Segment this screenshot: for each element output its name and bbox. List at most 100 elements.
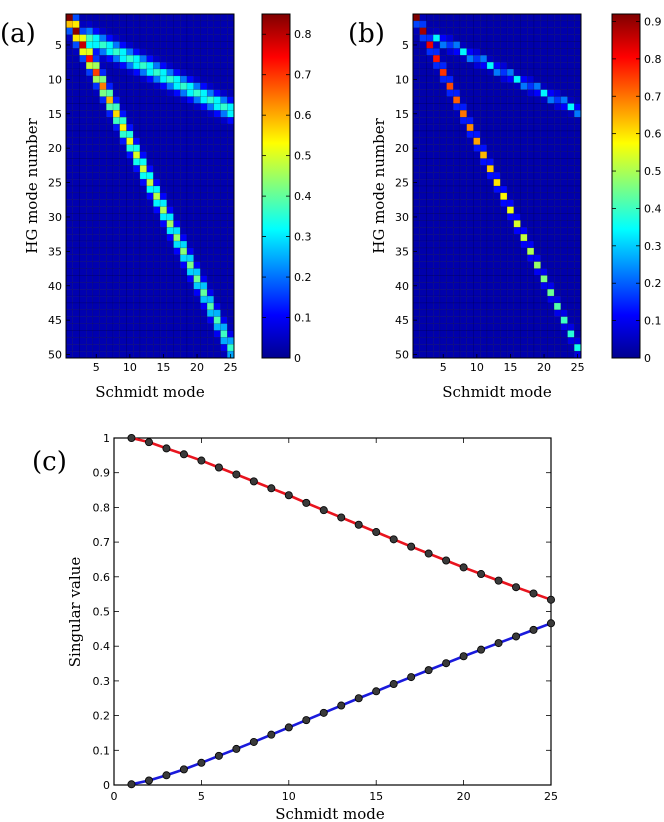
heatmap-cell [533,158,541,166]
heatmap-cell [99,206,107,214]
heatmap-cell [533,48,541,56]
heatmap-cell [85,13,94,22]
heatmap-cell [139,323,147,331]
heatmap-cell [466,350,474,359]
heatmap-cell [193,130,201,139]
heatmap-cell [560,261,568,269]
heatmap-cell [446,123,454,132]
heatmap-cell [180,123,188,132]
heatmap-cell [480,82,488,90]
heatmap-cell [92,323,100,331]
heatmap-cell [206,261,215,269]
heatmap-cell [412,20,420,29]
heatmap-cell [79,323,87,331]
heatmap-cell [193,282,201,290]
heatmap-cell [72,302,80,311]
heatmap-cell [439,247,447,256]
heatmap-cell [106,206,114,214]
heatmap-cell [106,302,114,311]
heatmap-cell [432,350,441,359]
heatmap-cell [533,34,541,42]
heatmap-cell [513,178,521,187]
heatmap-cell [227,282,235,290]
heatmap-cell [193,227,201,235]
heatmap-cell [153,48,161,56]
heatmap-cell [112,103,121,111]
heatmap-cell [79,220,87,228]
heatmap-cell [99,144,107,152]
heatmap-cell [213,337,221,345]
heatmap-cell [106,13,114,22]
heatmap-cell [506,316,515,324]
heatmap-cell [473,20,481,29]
heatmap-cell [106,220,114,228]
heatmap-cell [173,13,181,22]
heatmap-cell [419,227,427,235]
heatmap-cell [99,233,107,242]
heatmap-cell [567,41,575,49]
heatmap-cell [439,34,447,42]
heatmap-cell [186,309,194,317]
heatmap-cell [139,82,147,90]
heatmap-cell [92,123,100,132]
heatmap-cell [473,34,481,42]
heatmap-cell [92,20,100,29]
heatmap-cell [527,275,535,283]
heatmap-cell [72,282,80,290]
heatmap-cell [119,116,127,125]
heatmap-cell [213,144,221,152]
heatmap-cell [193,103,201,111]
heatmap-cell [220,213,228,221]
heatmap-cell [72,213,80,221]
heatmap-cell [200,206,208,214]
heatmap-cell [220,158,228,166]
heatmap-cell [193,41,201,49]
heatmap-cell [200,27,208,35]
heatmap-cell [79,261,87,269]
heatmap-cell [92,137,100,145]
heatmap-cell [533,316,541,324]
heatmap-cell [466,110,474,118]
heatmap-cell [119,130,127,139]
heatmap-cell [574,144,582,152]
heatmap-cell [540,185,548,194]
heatmap-cell [65,165,73,173]
heatmap-cell [513,206,521,214]
x-tick-label: 15 [503,361,517,374]
heatmap-cell [146,48,154,56]
heatmap-cell [419,103,427,111]
heatmap-cell [439,20,447,29]
heatmap-cell [446,227,454,235]
heatmap-cell [553,27,562,35]
heatmap-cell [106,275,114,283]
heatmap-cell [574,275,582,283]
heatmap-cell [527,34,535,42]
heatmap-cell [553,123,562,132]
heatmap-cell [180,233,188,242]
heatmap-cell [412,116,420,125]
heatmap-cell [560,199,568,207]
heatmap-cell [466,337,474,345]
heatmap-cell [574,302,582,311]
heatmap-cell [439,158,447,166]
heatmap-cell [146,34,154,42]
heatmap-cell [65,89,73,97]
heatmap-cell [79,165,87,173]
heatmap-cell [139,185,147,194]
heatmap-cell [473,282,481,290]
heatmap-cell [560,75,568,84]
heatmap-cell [520,282,528,290]
heatmap-cell [432,27,441,35]
heatmap-cell [466,103,474,111]
heatmap-cell [92,268,100,276]
heatmap-cell [146,227,154,235]
heatmap-cell [493,61,501,70]
heatmap-cell [139,151,147,159]
heatmap-cell [480,185,488,194]
heatmap-cell [513,233,521,242]
heatmap-cell [419,48,427,56]
heatmap-cell [132,220,141,228]
heatmap-cell [432,227,441,235]
heatmap-cell [106,55,114,63]
heatmap-cell [72,247,80,256]
